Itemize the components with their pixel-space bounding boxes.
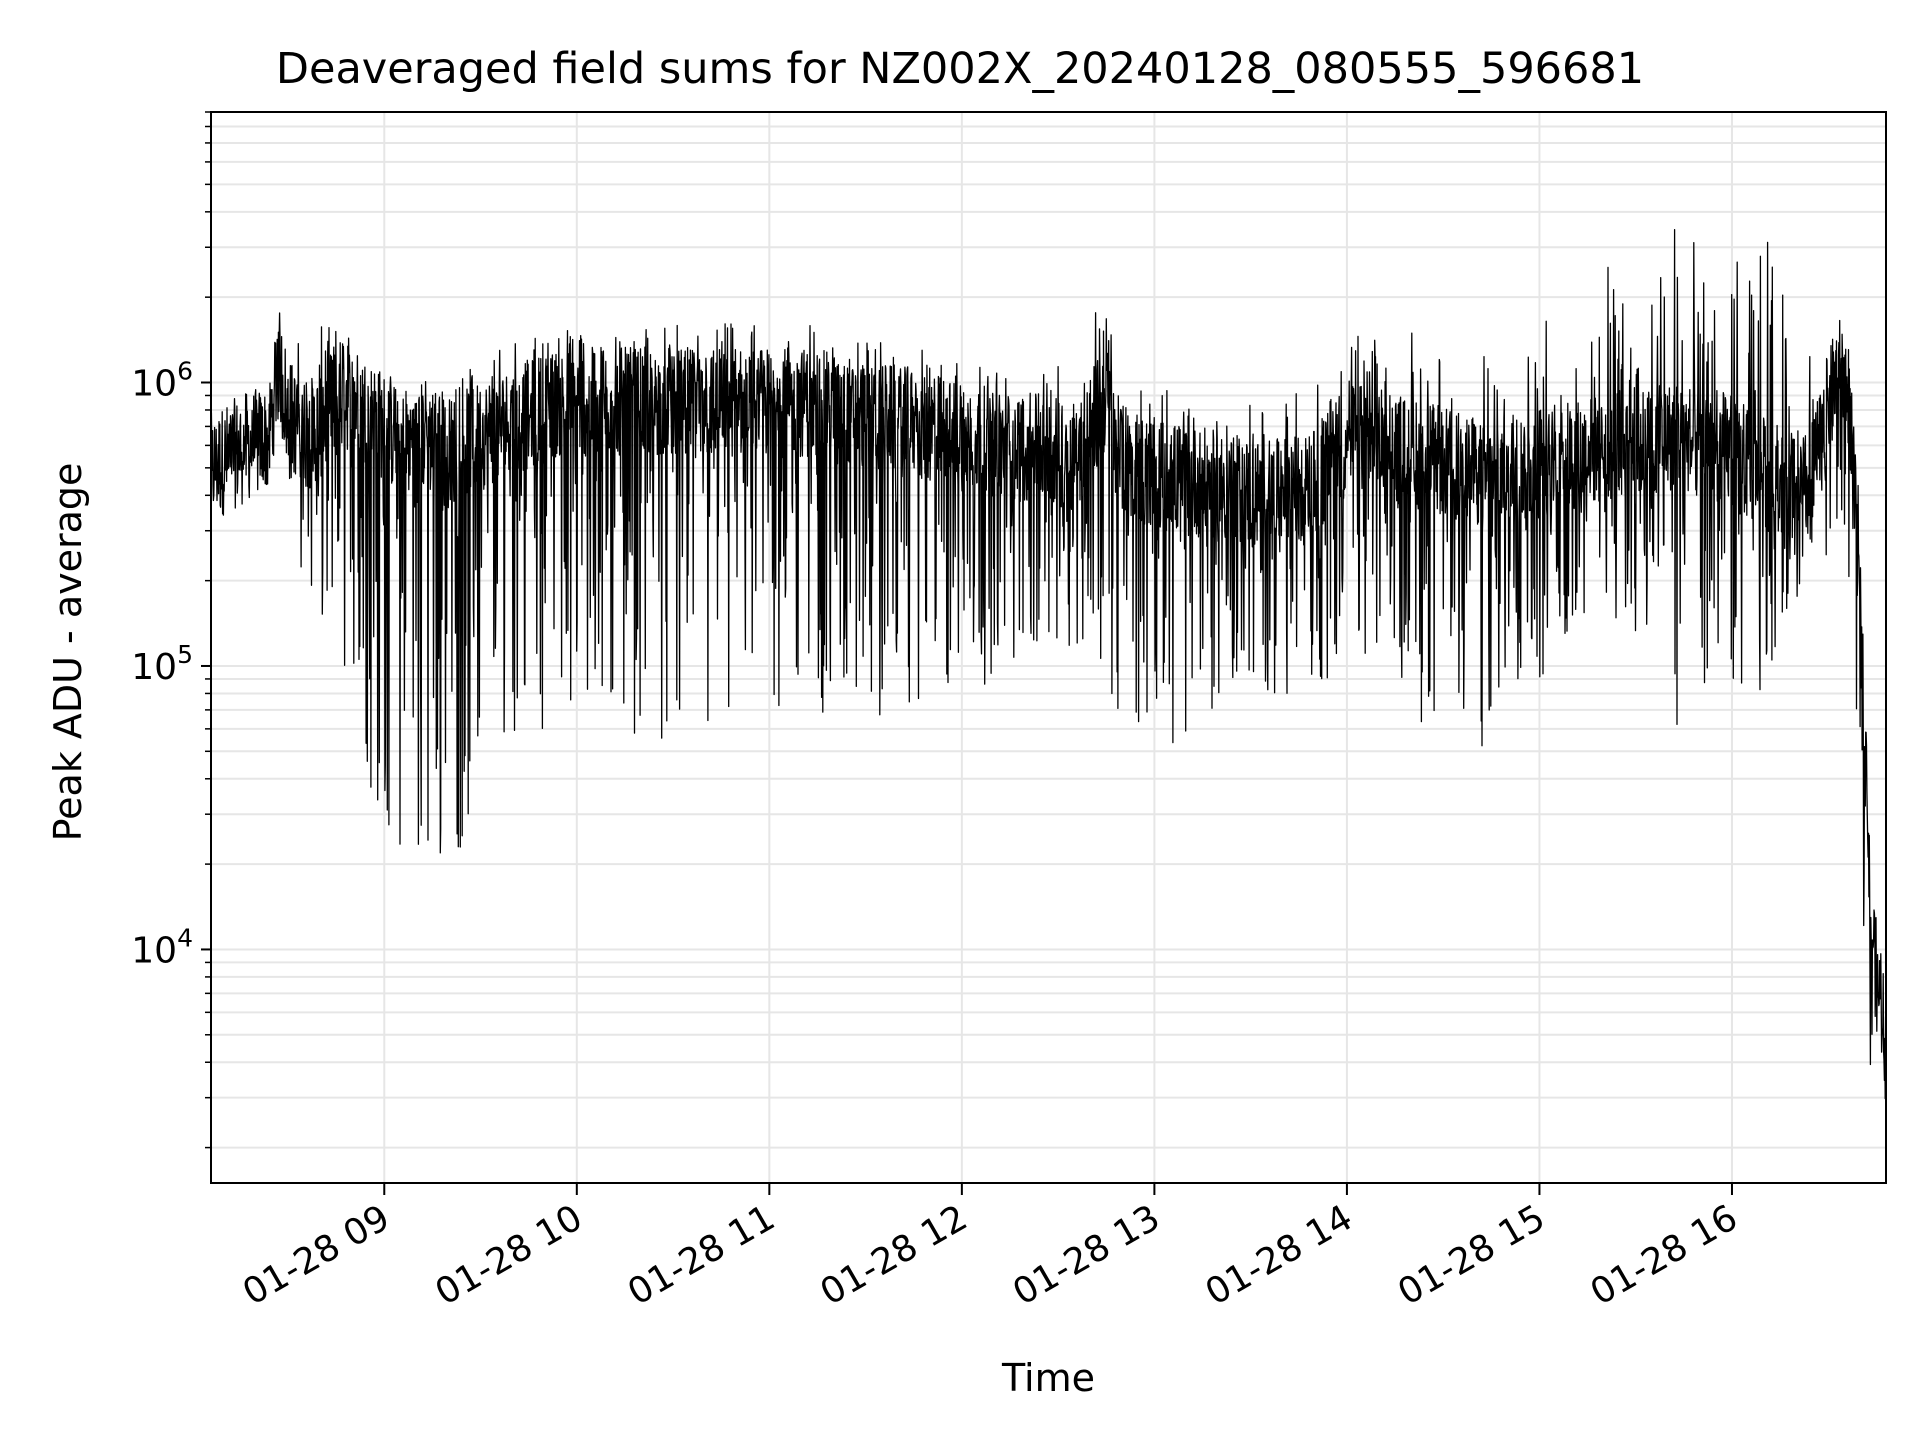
x-tick-label: 01-28 12 bbox=[814, 1197, 975, 1313]
x-tick-label: 01-28 13 bbox=[1006, 1197, 1167, 1313]
tick-marks bbox=[201, 111, 1733, 1195]
x-tick-label: 01-28 11 bbox=[621, 1197, 782, 1313]
chart-title: Deaveraged field sums for NZ002X_2024012… bbox=[275, 44, 1645, 94]
y-tick-label: 104 bbox=[131, 923, 193, 971]
data-series bbox=[210, 229, 1887, 1100]
y-tick-label: 106 bbox=[131, 357, 193, 405]
axes-frame bbox=[210, 111, 1887, 1184]
x-axis-label: Time bbox=[1002, 1356, 1095, 1400]
x-tick-label: 01-28 09 bbox=[236, 1197, 397, 1313]
y-axis-label: Peak ADU - average bbox=[46, 462, 90, 842]
y-tick-label: 105 bbox=[131, 640, 193, 688]
series-line bbox=[210, 229, 1887, 1100]
x-tick-label: 01-28 15 bbox=[1391, 1197, 1552, 1313]
x-tick-label: 01-28 16 bbox=[1584, 1197, 1745, 1313]
x-tick-label: 01-28 10 bbox=[429, 1197, 590, 1313]
x-tick-label: 01-28 14 bbox=[1199, 1197, 1360, 1313]
